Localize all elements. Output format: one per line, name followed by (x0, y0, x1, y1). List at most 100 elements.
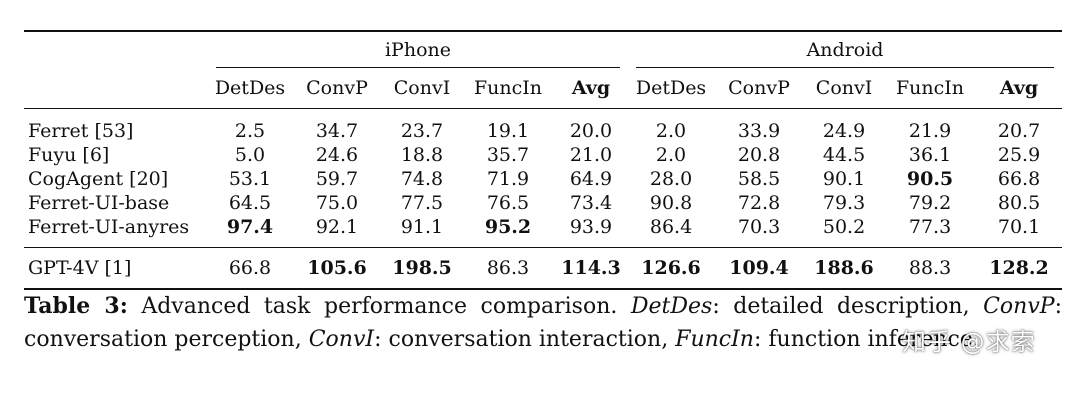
score-cell: 79.2 (908, 192, 952, 214)
score-cell: 20.0 (569, 120, 613, 142)
score-cell: 90.5 (906, 168, 954, 190)
column-header-convi: ConvI (815, 77, 873, 99)
score-cell: 80.5 (997, 192, 1041, 214)
table-row: Ferret [53] 2.5 34.7 23.7 19.1 20.0 2.0 33.9 24.… (24, 109, 1062, 144)
score-cell: 53.1 (228, 168, 272, 190)
score-cell: 19.1 (486, 120, 530, 142)
results-table-container: iPhone Android DetDes ConvP ConvI FuncIn Avg… (24, 30, 1063, 290)
score-cell: 66.8 (228, 257, 272, 279)
score-cell: 74.8 (400, 168, 444, 190)
score-cell: 105.6 (307, 257, 367, 279)
caption-def-detdes: : detailed description, (712, 294, 984, 319)
score-cell: 92.1 (315, 216, 359, 238)
score-cell: 95.2 (484, 216, 532, 238)
column-header-detdes: DetDes (635, 77, 707, 99)
score-cell: 97.4 (226, 216, 274, 238)
score-cell: 71.9 (486, 168, 530, 190)
score-cell: 86.4 (649, 216, 693, 238)
group-label-android: Android (806, 39, 884, 61)
model-name-cell: Ferret-UI-base (28, 192, 170, 214)
score-cell: 75.0 (315, 192, 359, 214)
group-label-iphone: iPhone (384, 39, 452, 61)
score-cell: 93.9 (569, 216, 613, 238)
score-cell: 77.5 (400, 192, 444, 214)
score-cell: 90.1 (822, 168, 866, 190)
score-cell: 2.5 (234, 120, 266, 142)
score-cell: 64.5 (228, 192, 272, 214)
score-cell: 23.7 (400, 120, 444, 142)
caption-term-detdes: DetDes (630, 294, 713, 319)
column-header-convp: ConvP (306, 77, 368, 99)
zhihu-watermark: 知乎 @求索 (902, 328, 1036, 356)
caption-term-convi: ConvI (308, 327, 375, 352)
score-cell: 128.2 (989, 257, 1049, 279)
empty-header-cell (24, 68, 208, 109)
group-underline-android (636, 67, 1055, 68)
score-cell: 72.8 (737, 192, 781, 214)
model-name-cell: Ferret-UI-anyres (28, 216, 190, 238)
group-header-android: Android (628, 31, 1062, 68)
caption-label: Table 3: (24, 293, 128, 319)
score-cell: 24.9 (822, 120, 866, 142)
score-cell: 28.0 (649, 168, 693, 190)
score-cell: 50.2 (822, 216, 866, 238)
column-header-funcin: FuncIn (895, 77, 965, 99)
score-cell: 33.9 (737, 120, 781, 142)
score-cell: 34.7 (315, 120, 359, 142)
score-cell: 70.1 (997, 216, 1041, 238)
score-cell: 88.3 (908, 257, 952, 279)
column-header-funcin: FuncIn (473, 77, 543, 99)
score-cell: 90.8 (649, 192, 693, 214)
score-cell: 2.0 (655, 144, 687, 166)
score-cell: 20.7 (997, 120, 1041, 142)
score-cell: 109.4 (729, 257, 789, 279)
score-cell: 21.0 (569, 144, 613, 166)
score-cell: 77.3 (908, 216, 952, 238)
caption-term-funcin: FuncIn (675, 327, 754, 352)
model-name-cell: GPT-4V [1] (28, 257, 132, 279)
score-cell: 91.1 (400, 216, 444, 238)
model-name-cell: Fuyu [6] (28, 144, 110, 166)
column-header-convp: ConvP (728, 77, 790, 99)
caption-def-convp: : conversation perception, (24, 294, 1062, 352)
table-row: CogAgent [20] 53.1 59.7 74.8 71.9 64.9 28.0 58.… (24, 167, 1062, 191)
column-header-convi: ConvI (393, 77, 451, 99)
table-row: Ferret-UI-anyres 97.4 92.1 91.1 95.2 93.9 86.4… (24, 215, 1062, 248)
caption-term-convp: ConvP (983, 294, 1055, 319)
group-header-row: iPhone Android (24, 31, 1063, 68)
caption-intro: Advanced task performance comparison. (127, 294, 631, 319)
column-header-avg: Avg (571, 77, 611, 99)
score-cell: 2.0 (655, 120, 687, 142)
score-cell: 198.5 (392, 257, 452, 279)
score-cell: 24.6 (315, 144, 359, 166)
table-caption: Table 3: Advanced task performance compa… (24, 290, 1062, 356)
score-cell: 76.5 (486, 192, 530, 214)
group-underline-iphone (216, 67, 621, 68)
score-cell: 20.8 (737, 144, 781, 166)
score-cell: 188.6 (814, 257, 874, 279)
table-row: Ferret-UI-base 64.5 75.0 77.5 76.5 73.4 90.8 72… (24, 191, 1062, 215)
score-cell: 79.3 (822, 192, 866, 214)
model-name-cell: CogAgent [20] (28, 168, 169, 190)
score-cell: 114.3 (561, 257, 621, 279)
table-row-gpt4v: GPT-4V [1] 66.8 105.6 198.5 86.3 114.3 126.6 10… (24, 247, 1063, 289)
score-cell: 25.9 (997, 144, 1041, 166)
caption-def-funcin: : function inference. (753, 327, 980, 352)
score-cell: 44.5 (822, 144, 866, 166)
score-cell: 73.4 (569, 192, 613, 214)
results-table: iPhone Android DetDes ConvP ConvI FuncIn Avg… (24, 30, 1063, 290)
caption-def-convi: : conversation interaction, (374, 327, 676, 352)
score-cell: 70.3 (737, 216, 781, 238)
column-header-avg: Avg (999, 77, 1039, 99)
score-cell: 86.3 (486, 257, 530, 279)
score-cell: 64.9 (569, 168, 613, 190)
score-cell: 126.6 (641, 257, 701, 279)
empty-corner-cell (24, 31, 208, 68)
score-cell: 21.9 (908, 120, 952, 142)
score-cell: 35.7 (486, 144, 530, 166)
score-cell: 36.1 (908, 144, 952, 166)
column-header-detdes: DetDes (214, 77, 286, 99)
score-cell: 58.5 (737, 168, 781, 190)
score-cell: 59.7 (315, 168, 359, 190)
column-header-row: DetDes ConvP ConvI FuncIn Avg DetDes ConvP Conv… (24, 68, 1063, 109)
